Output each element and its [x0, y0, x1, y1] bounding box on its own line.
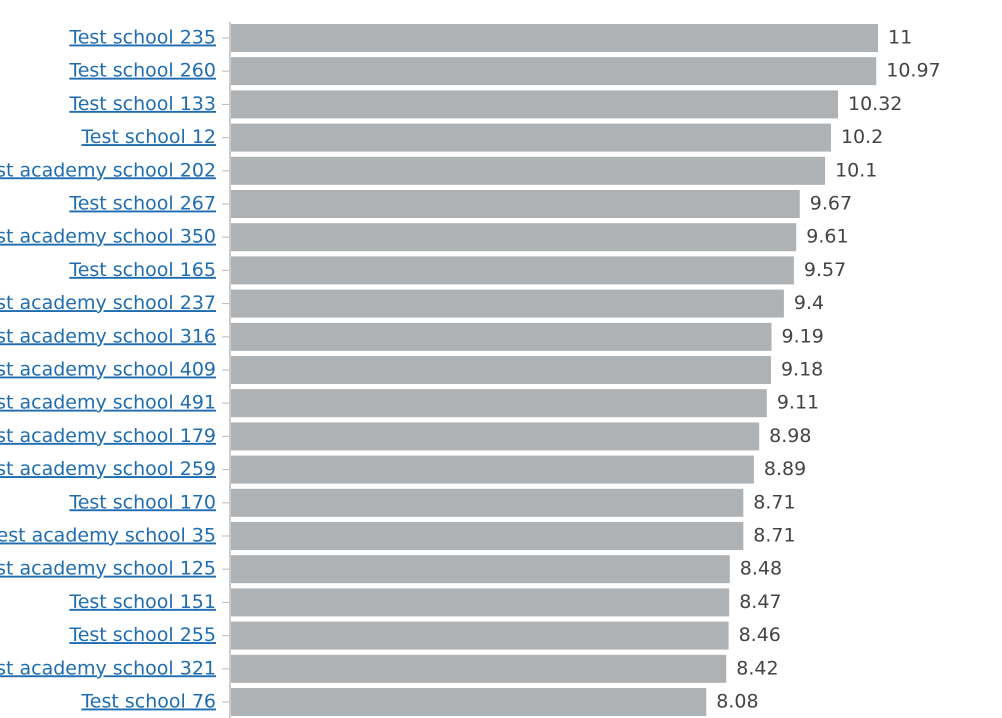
category-link[interactable]: Test academy school 237	[0, 292, 216, 314]
bar	[231, 588, 730, 617]
bar	[231, 57, 877, 86]
value-label: 9.11	[777, 392, 819, 414]
value-label: 8.71	[753, 525, 795, 547]
category-link[interactable]: Test school 133	[68, 93, 216, 115]
bar	[231, 289, 784, 318]
value-label: 9.57	[804, 259, 846, 281]
bar	[231, 123, 831, 152]
value-label: 8.48	[740, 558, 782, 580]
bar	[231, 555, 730, 584]
value-label: 9.67	[810, 193, 852, 215]
value-label: 9.19	[782, 325, 824, 347]
category-link[interactable]: Test academy school 35	[0, 525, 216, 547]
value-label: 11	[888, 27, 912, 49]
bar	[231, 24, 878, 52]
category-link[interactable]: Test academy school 259	[0, 458, 216, 480]
value-label: 9.4	[794, 292, 824, 314]
bar	[231, 522, 744, 550]
bar	[231, 322, 772, 351]
bar	[231, 488, 744, 517]
category-link[interactable]: Test school 165	[68, 259, 216, 281]
value-label: 9.18	[781, 359, 823, 381]
category-link[interactable]: Test academy school 350	[0, 226, 216, 248]
category-link[interactable]: Test school 170	[68, 491, 216, 513]
bar	[231, 223, 797, 252]
value-label: 8.89	[764, 458, 806, 480]
category-link[interactable]: Test school 255	[68, 624, 216, 646]
category-link[interactable]: Test academy school 179	[0, 425, 216, 447]
value-label: 10.97	[886, 60, 940, 82]
bar	[231, 356, 771, 384]
value-label: 10.1	[835, 159, 877, 181]
bar	[231, 654, 727, 683]
category-link[interactable]: Test school 12	[80, 126, 216, 148]
bar	[231, 256, 794, 285]
value-label: 9.61	[806, 226, 848, 248]
bar	[231, 688, 707, 716]
category-link[interactable]: Test academy school 409	[0, 359, 216, 381]
value-label: 10.32	[848, 93, 902, 115]
category-link[interactable]: Test school 260	[68, 60, 216, 82]
bar	[231, 455, 754, 484]
value-label: 8.98	[769, 425, 811, 447]
value-label: 8.47	[739, 591, 781, 613]
category-link[interactable]: Test academy school 202	[0, 159, 216, 181]
value-label: 8.42	[736, 657, 778, 679]
category-link[interactable]: Test academy school 125	[0, 558, 216, 580]
bar	[231, 190, 800, 218]
category-link[interactable]: Test academy school 321	[0, 657, 216, 679]
value-label: 8.71	[753, 491, 795, 513]
value-label: 8.46	[739, 624, 781, 646]
category-link[interactable]: Test school 235	[68, 27, 216, 49]
category-link[interactable]: Test school 151	[68, 591, 216, 613]
bar	[231, 156, 826, 185]
bar	[231, 621, 729, 650]
category-link[interactable]: Test academy school 316	[0, 325, 216, 347]
category-link[interactable]: Test school 76	[80, 691, 216, 713]
bar	[231, 389, 767, 418]
value-label: 10.2	[841, 126, 883, 148]
value-label: 8.08	[716, 691, 758, 713]
category-link[interactable]: Test school 267	[68, 193, 216, 215]
category-link[interactable]: Test academy school 491	[0, 392, 216, 414]
bar	[231, 422, 760, 451]
bar	[231, 90, 839, 119]
